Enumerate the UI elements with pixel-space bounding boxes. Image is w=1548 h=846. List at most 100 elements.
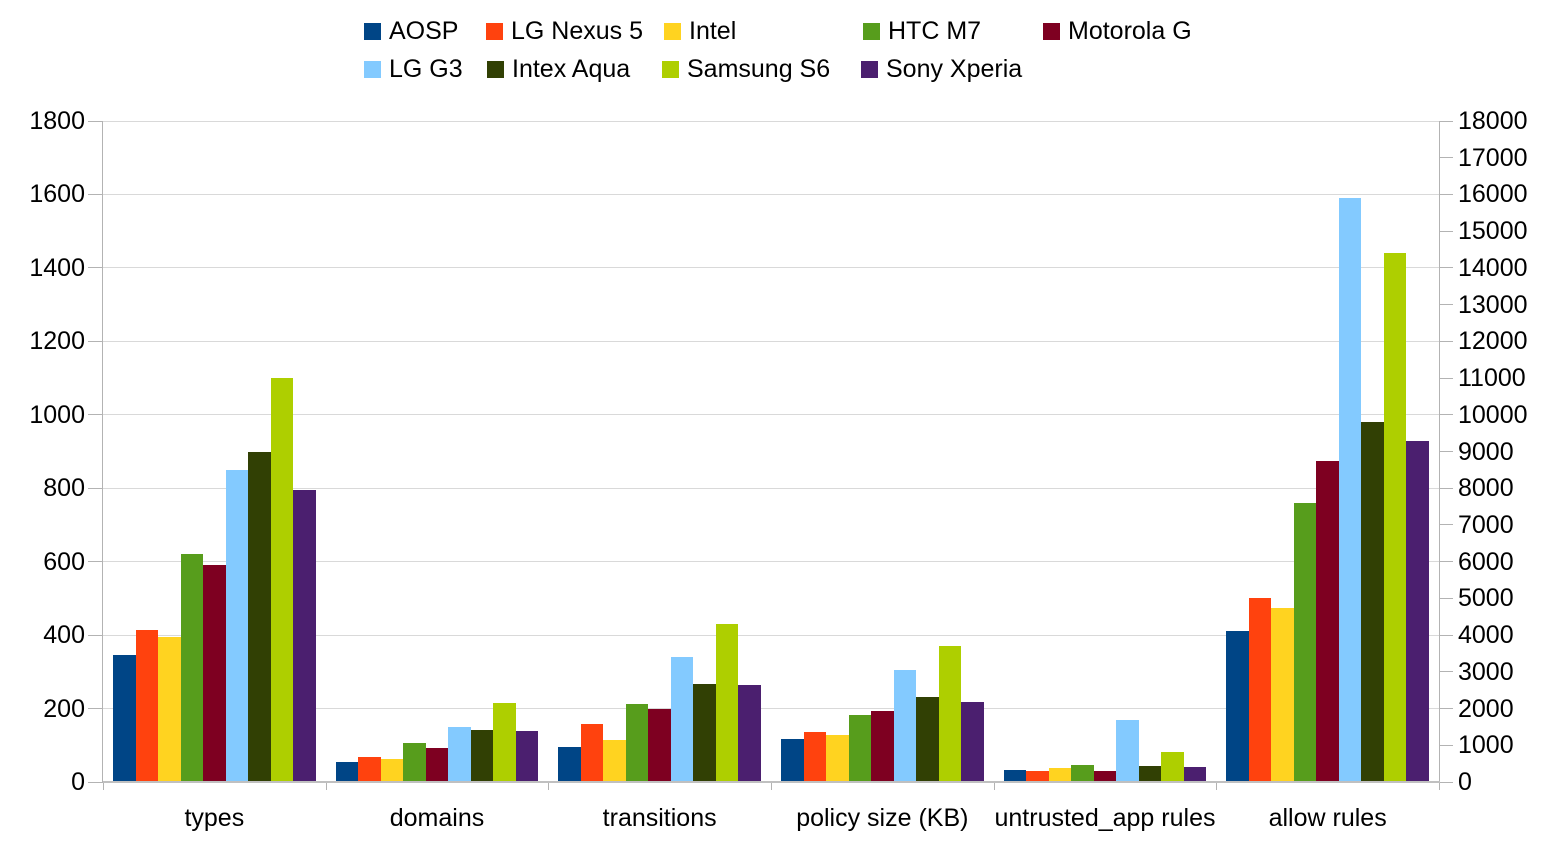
bar-lg-g3 — [1338, 198, 1362, 782]
bar-motorola-g — [1316, 460, 1339, 782]
left-axis-line — [102, 121, 103, 783]
bar-lg-g3 — [225, 469, 249, 782]
bar-intex-aqua — [693, 684, 716, 782]
left-axis-label: 800 — [43, 474, 85, 503]
bar-sony-xperia — [1406, 440, 1429, 782]
gridline — [103, 561, 1439, 563]
right-axis-tick — [1439, 267, 1453, 269]
legend-item-htc-m7: HTC M7 — [863, 16, 981, 46]
right-axis-tick — [1439, 377, 1453, 379]
right-axis-label: 1000 — [1458, 731, 1514, 760]
bar-sony-xperia — [738, 684, 761, 782]
bar-samsung-s6 — [715, 624, 739, 782]
legend-swatch-lg-g3 — [364, 60, 381, 78]
bar-aosp — [113, 655, 136, 782]
legend-label: LG G3 — [389, 54, 463, 83]
legend-swatch-lg-nexus-5 — [486, 22, 503, 40]
right-axis-tick — [1439, 634, 1453, 636]
bar-lg-g3 — [1116, 719, 1139, 782]
bar-sony-xperia — [293, 490, 316, 782]
bar-htc-m7 — [403, 742, 426, 782]
bar-motorola-g — [203, 565, 226, 782]
x-axis-line — [103, 781, 1440, 783]
bar-intel — [158, 636, 181, 782]
bar-lg-g3 — [670, 657, 694, 782]
bar-motorola-g — [871, 710, 894, 782]
bar-group-types — [103, 121, 326, 782]
legend-label: LG Nexus 5 — [511, 16, 644, 45]
gridline — [103, 340, 1439, 342]
bar-group-policy-size-kb- — [771, 121, 994, 782]
gridline — [103, 267, 1439, 269]
legend-swatch-htc-m7 — [863, 22, 880, 40]
x-axis-tick — [771, 783, 772, 790]
bar-sony-xperia — [1183, 766, 1207, 782]
legend-item-intel: Intel — [664, 16, 736, 46]
legend-label: Motorola G — [1068, 16, 1192, 45]
right-axis-line — [1439, 121, 1440, 783]
bar-aosp — [335, 761, 359, 782]
right-axis-label: 4000 — [1458, 621, 1514, 650]
bar-group-domains — [326, 121, 549, 782]
legend-label: Intel — [689, 16, 737, 45]
left-axis-label: 1600 — [29, 180, 85, 209]
right-axis-tick — [1439, 524, 1453, 526]
plot-area — [103, 120, 1439, 782]
bar-lg-nexus-5 — [1248, 598, 1272, 782]
legend-item-motorola-g: Motorola G — [1043, 16, 1192, 46]
bar-lg-nexus-5 — [803, 732, 827, 782]
right-axis-label: 11000 — [1458, 364, 1526, 393]
left-axis-label: 600 — [43, 547, 85, 576]
right-axis-tick — [1439, 671, 1453, 673]
bar-intex-aqua — [1361, 422, 1384, 782]
right-axis-label: 9000 — [1458, 437, 1514, 466]
right-axis-label: 3000 — [1458, 657, 1514, 686]
category-label-transitions: transitions — [602, 804, 717, 832]
left-axis-label: 400 — [43, 621, 85, 650]
gridline — [103, 193, 1439, 195]
right-axis-label: 8000 — [1458, 474, 1514, 503]
bar-htc-m7 — [1071, 764, 1094, 782]
left-axis-label: 1800 — [29, 107, 85, 135]
right-axis-label: 5000 — [1458, 584, 1514, 613]
bar-htc-m7 — [1293, 502, 1317, 782]
bar-intel — [1271, 607, 1294, 782]
bar-motorola-g — [425, 748, 449, 782]
bar-samsung-s6 — [1383, 253, 1407, 782]
gridline — [103, 414, 1439, 416]
x-axis-tick — [103, 783, 104, 790]
legend-item-lg-nexus-5: LG Nexus 5 — [486, 16, 643, 46]
left-axis-tick — [88, 267, 103, 269]
left-axis-tick — [88, 120, 103, 122]
legend-swatch-intel — [664, 22, 681, 40]
bar-lg-nexus-5 — [358, 757, 381, 782]
right-axis-label: 13000 — [1458, 290, 1528, 319]
legend-item-sony-xperia: Sony Xperia — [861, 54, 1022, 84]
right-axis-label: 16000 — [1458, 180, 1528, 209]
bar-intel — [826, 735, 849, 782]
left-axis-label: 1200 — [29, 327, 85, 356]
legend-item-samsung-s6: Samsung S6 — [662, 54, 830, 84]
bar-lg-g3 — [893, 670, 917, 782]
left-axis-tick — [88, 561, 103, 563]
bar-motorola-g — [1093, 770, 1117, 782]
legend-item-aosp: AOSP — [364, 16, 458, 46]
legend-label: Sony Xperia — [886, 54, 1023, 83]
right-axis-tick — [1439, 230, 1453, 232]
right-axis-label: 10000 — [1458, 400, 1528, 429]
bar-intex-aqua — [1138, 765, 1162, 782]
legend-item-intex-aqua: Intex Aqua — [487, 54, 630, 84]
category-label-domains: domains — [389, 804, 485, 832]
bar-htc-m7 — [625, 703, 649, 782]
bar-aosp — [558, 747, 581, 782]
right-axis-tick — [1439, 744, 1453, 746]
right-axis-tick — [1439, 708, 1453, 710]
bar-intel — [380, 758, 404, 782]
bar-intex-aqua — [248, 451, 271, 782]
left-axis-tick — [88, 781, 103, 783]
legend-swatch-aosp — [364, 22, 381, 40]
right-axis-label: 7000 — [1458, 510, 1514, 539]
x-axis-tick — [1439, 783, 1440, 790]
category-label-policy-size-kb-: policy size (KB) — [796, 804, 969, 832]
